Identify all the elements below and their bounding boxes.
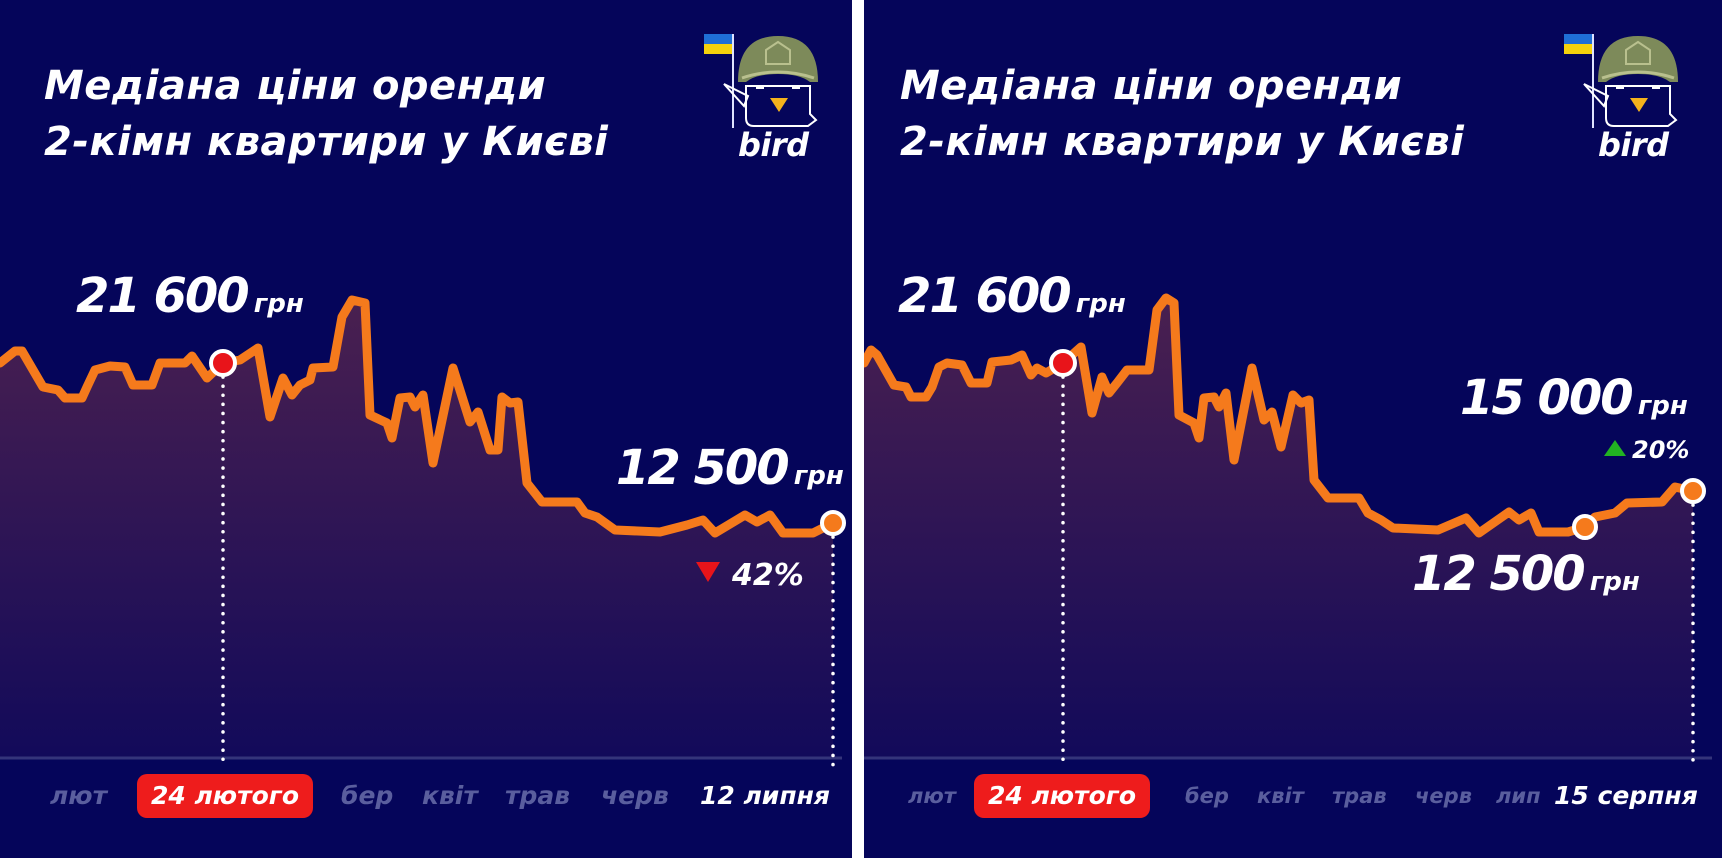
axis-label-end-date: 12 липня: [700, 781, 830, 810]
change-percent: 20%: [1604, 436, 1689, 464]
area-chart: [864, 293, 1712, 770]
end-point-marker: [820, 510, 846, 536]
bird-helmet-icon: [704, 34, 818, 128]
peak-value-label: 21 600 грн: [76, 268, 304, 324]
area-fill: [864, 298, 1693, 758]
low-value-label: 12 500 грн: [1412, 546, 1640, 602]
current-value-label: 15 000 грн: [1460, 370, 1688, 426]
area-fill: [0, 300, 833, 758]
title-line-1: Медіана ціни оренди: [900, 63, 1403, 109]
title-line-2: 2-кімн квартири у Києві: [900, 119, 1465, 165]
end-point-marker: [1680, 478, 1706, 504]
axis-label-feb: лют: [908, 784, 956, 808]
axis-label-may: трав: [505, 781, 571, 810]
low-point-marker: [1572, 514, 1598, 540]
axis-badge-invasion-date: 24 лютого: [974, 774, 1151, 818]
chart-panel-right: Медіана ціни оренди 2-кімн квартири у Ки…: [864, 0, 1722, 858]
axis-label-end-date: 15 серпня: [1554, 781, 1698, 810]
axis-label-jun: черв: [601, 781, 669, 810]
down-arrow-icon: [696, 562, 720, 582]
logo-text: bird: [738, 126, 809, 164]
area-chart: [0, 295, 846, 770]
invasion-date-marker: [209, 349, 237, 377]
title-line-2: 2-кімн квартири у Києві: [44, 119, 609, 165]
logo-text: bird: [1598, 126, 1669, 164]
invasion-date-marker: [1049, 349, 1077, 377]
peak-value-label: 21 600 грн: [898, 268, 1126, 324]
axis-badge-invasion-date: 24 лютого: [137, 774, 314, 818]
axis-label-mar: бер: [1185, 784, 1229, 808]
bird-logo: bird: [1560, 30, 1690, 170]
axis-label-apr: квіт: [1257, 784, 1304, 808]
axis-label-feb: лют: [50, 781, 108, 810]
title-line-1: Медіана ціни оренди: [44, 63, 547, 109]
up-arrow-icon: [1604, 440, 1626, 456]
axis-label-may: трав: [1332, 784, 1387, 808]
bird-logo: bird: [700, 30, 830, 170]
axis-label-jun: черв: [1415, 784, 1472, 808]
change-percent: 42%: [696, 558, 804, 593]
axis-label-apr: квіт: [422, 781, 478, 810]
price-line: [864, 293, 1698, 538]
axis-label-jul: лип: [1496, 784, 1541, 808]
chart-title: Медіана ціни оренди 2-кімн квартири у Ки…: [44, 58, 608, 170]
price-line: [0, 295, 838, 538]
chart-title: Медіана ціни оренди 2-кімн квартири у Ки…: [900, 58, 1464, 170]
axis-label-mar: бер: [341, 781, 394, 810]
chart-panel-left: Медіана ціни оренди 2-кімн квартири у Ки…: [0, 0, 852, 858]
end-value-label: 12 500 грн: [616, 440, 844, 496]
bird-helmet-icon: [1564, 34, 1678, 128]
